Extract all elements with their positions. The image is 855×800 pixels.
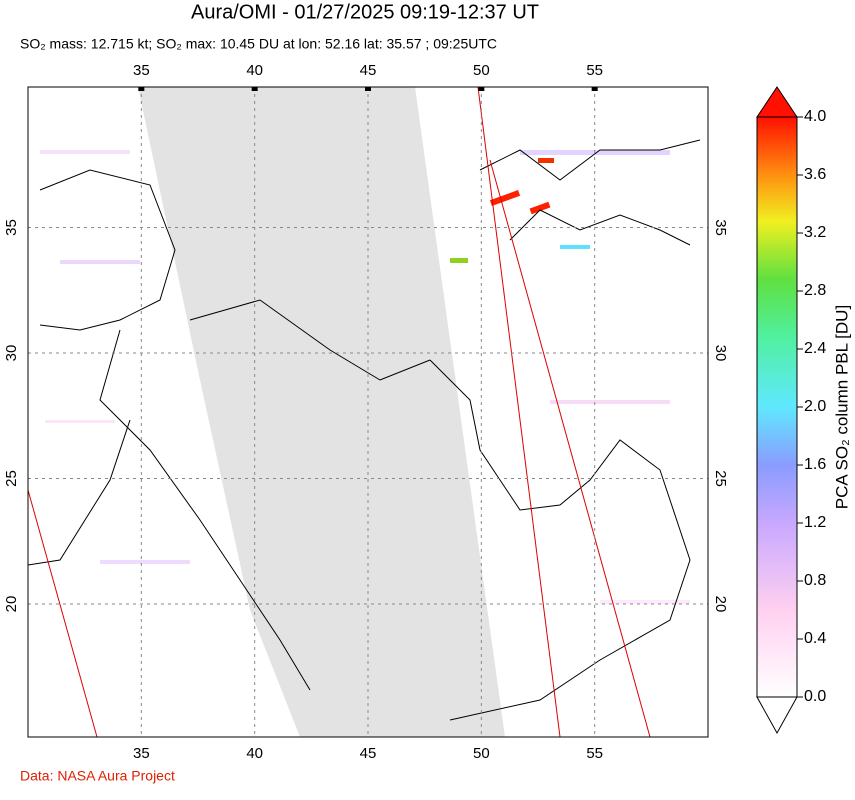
colorbar-tick-label: 3.6 [804, 166, 826, 183]
coastline [479, 139, 701, 181]
lon-tick-label: 40 [246, 745, 263, 762]
title: Aura/OMI - 01/27/2025 09:19-12:37 UT [191, 1, 539, 23]
lon-tick-label: 50 [473, 745, 490, 762]
coastline [99, 329, 311, 691]
subtitle: SO₂ mass: 12.715 kt; SO₂ max: 10.45 DU a… [20, 36, 497, 52]
colorbar-tick-label: 3.2 [804, 224, 826, 241]
colorbar-tick-label: 0.0 [804, 688, 826, 705]
lon-tick-label: 35 [133, 62, 150, 79]
lat-tick-label: 35 [712, 219, 729, 236]
lon-tick-label: 45 [360, 745, 377, 762]
coastline [509, 209, 691, 246]
lon-tick-label: 40 [246, 62, 263, 79]
colorbar-tick-label: 0.8 [804, 572, 826, 589]
colorbar-tick-label: 2.0 [804, 398, 826, 415]
lon-tick-label: 55 [586, 62, 603, 79]
lat-tick-label: 20 [3, 596, 20, 613]
colorbar [756, 116, 798, 698]
colorbar-tick-label: 2.8 [804, 282, 826, 299]
graticule [28, 87, 708, 737]
data-gap-swath [138, 87, 505, 737]
lat-tick-label: 25 [712, 470, 729, 487]
colorbar-under [756, 696, 798, 735]
orbit-edge [477, 87, 561, 737]
colorbar-label: PCA SO₂ column PBL [DU] [832, 305, 851, 509]
lat-tick-label: 25 [3, 470, 20, 487]
colorbar-over [756, 86, 798, 118]
coastline [39, 169, 176, 331]
colorbar-tick-label: 1.6 [804, 456, 826, 473]
colorbar-tick-label: 2.4 [804, 340, 826, 357]
lat-tick-label: 30 [712, 345, 729, 362]
lat-tick-label: 35 [3, 219, 20, 236]
lon-tick-label: 45 [360, 62, 377, 79]
border [189, 299, 431, 381]
coastline [429, 359, 691, 721]
lon-tick-label: 55 [586, 745, 603, 762]
colorbar-tick-label: 4.0 [804, 108, 826, 125]
orbit-edge [28, 489, 98, 737]
orbit-edge [489, 159, 651, 737]
lon-tick-label: 50 [473, 62, 490, 79]
colorbar-tick-label: 0.4 [804, 630, 826, 647]
lat-tick-label: 30 [3, 345, 20, 362]
footer: Data: NASA Aura Project [20, 768, 175, 784]
lat-tick-label: 20 [712, 596, 729, 613]
lon-tick-label: 35 [133, 745, 150, 762]
colorbar-tick-label: 1.2 [804, 514, 826, 531]
coastline [28, 419, 131, 566]
so2-hotspots [450, 158, 590, 263]
